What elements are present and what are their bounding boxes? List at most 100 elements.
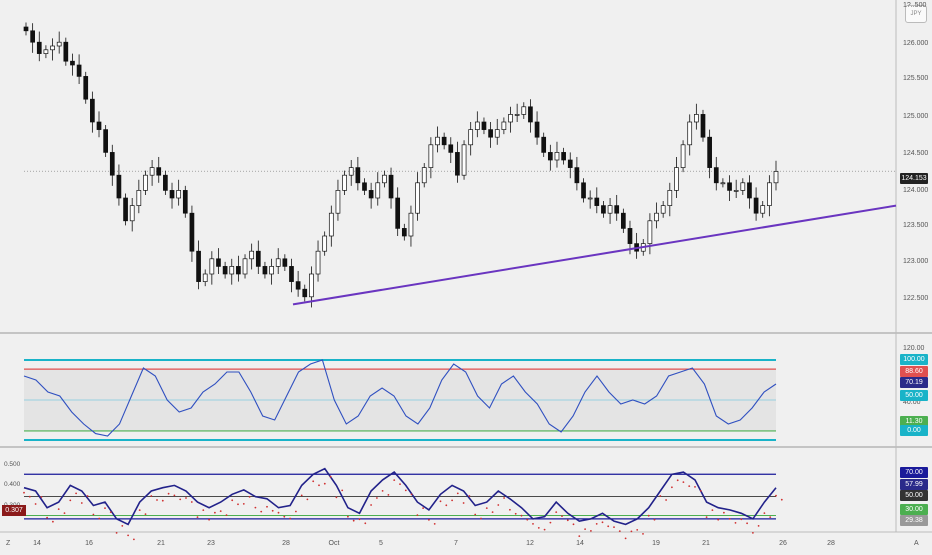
dot-marker [572,523,575,526]
price-axis-label: 124.000 [903,187,929,194]
dot-marker [167,492,170,495]
dot-marker [740,518,743,521]
dot-marker [115,532,118,534]
dot-marker [80,502,83,504]
candle-body [216,258,221,267]
candle-body [435,136,440,146]
dot-marker [341,489,344,492]
candle-body [103,129,108,153]
candle-body [448,144,454,153]
candle-body [289,266,294,282]
candle-body [362,182,367,191]
pane3-left-tag: 0.307 [2,505,26,516]
dot-marker [202,509,205,511]
candle-body [521,106,527,115]
candle-body [295,281,301,290]
dot-marker [549,521,552,524]
dot-marker [150,495,153,497]
dot-marker [121,525,124,527]
dot-marker [717,518,720,521]
candle-body [747,182,752,199]
dot-marker [601,521,604,524]
dot-marker [723,511,725,514]
dot-marker [532,523,534,525]
dot-marker [237,503,239,506]
candle-body [594,197,600,206]
candle-body [627,228,633,244]
symbol-badge[interactable]: JPY [905,5,927,23]
dot-marker [416,514,419,516]
candle-body [229,266,235,275]
candle-body [335,190,341,214]
dot-marker [173,494,176,497]
price-axis-label: 123.500 [903,222,929,229]
candle-body [727,182,732,191]
candle-body [740,182,746,191]
candle-body [255,250,261,267]
candle-body [694,114,699,123]
dot-marker [456,492,459,495]
pane3-tag-bottom: 29.38 [900,515,928,526]
dot-marker [370,504,372,506]
candle-body [767,182,772,206]
dot-marker [509,508,511,511]
candle-body [455,152,460,176]
candle-body [554,152,560,161]
dot-marker [242,503,245,505]
dot-marker [746,522,748,525]
candle-body [488,129,493,138]
dot-marker [214,511,216,514]
dot-marker [104,507,106,509]
dot-marker [671,486,673,489]
dot-marker [728,518,731,520]
dot-marker [387,494,390,496]
dot-marker [653,518,656,521]
dot-marker [433,523,436,525]
dot-marker [144,513,147,515]
dot-marker [752,532,754,534]
candle-body [355,167,361,184]
dot-marker [607,525,610,528]
dot-marker [595,523,598,525]
dot-marker [266,505,268,508]
candle-body [222,266,228,275]
dot-marker [300,494,303,497]
x-axis-label: 26 [779,540,787,547]
candle-body [514,114,520,116]
pane3-tag-mid: 50.00 [900,490,928,501]
dot-marker [480,517,482,520]
candle-body [348,167,354,176]
price-axis-label: 125.500 [903,75,929,82]
candle-body [50,45,55,51]
candle-body [202,273,208,282]
dot-marker [69,499,72,502]
candle-body [136,190,142,206]
candle-body [70,60,75,66]
dot-marker [318,484,320,487]
dot-marker [734,522,737,524]
candle-body [163,174,168,191]
dot-marker [295,510,297,513]
dot-marker [537,527,540,529]
candle-body [322,235,328,252]
candle-body [647,220,653,244]
candle-body [687,121,693,146]
x-axis-label: Oct [328,540,340,547]
candle-body [275,258,281,267]
candle-body [614,205,620,214]
corner-right-label[interactable]: A [914,540,919,547]
dot-marker [161,499,164,502]
dot-marker [445,504,448,507]
dot-marker [566,519,569,522]
dot-marker [86,495,89,497]
x-axis-label: 14 [33,540,41,547]
corner-left-label[interactable]: Z [6,540,11,547]
candle-body [156,167,162,176]
dot-marker [208,518,211,521]
candle-body [607,205,613,214]
x-axis-label: 28 [282,540,290,547]
x-axis-label: 19 [652,540,660,547]
candle-body [189,212,195,252]
